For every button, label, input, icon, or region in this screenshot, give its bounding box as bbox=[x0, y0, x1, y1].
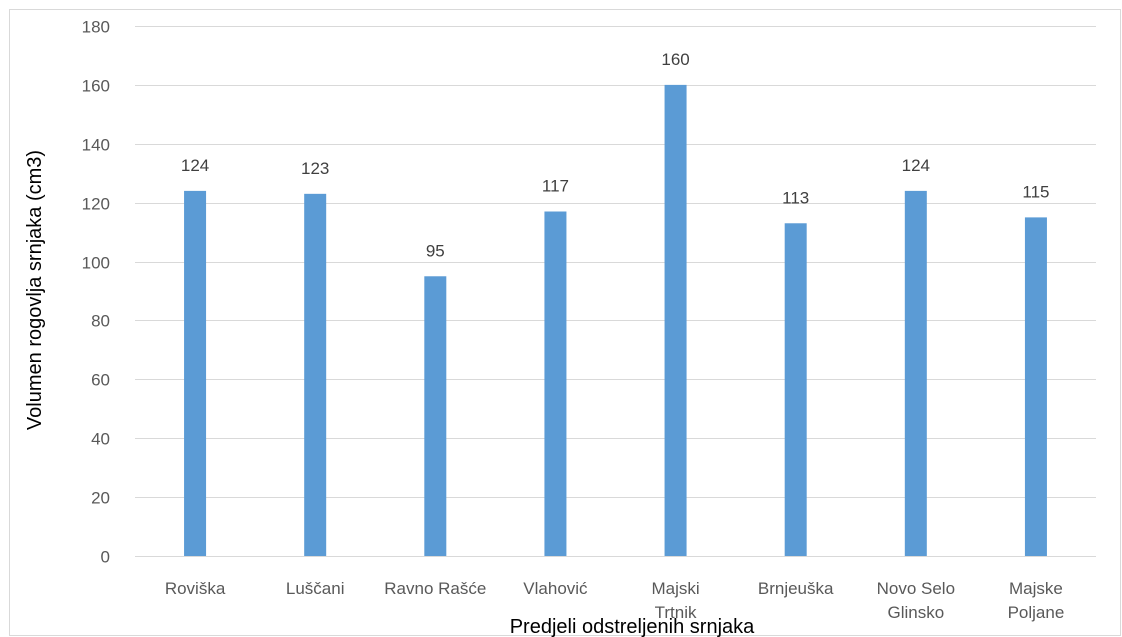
data-label: 124 bbox=[902, 156, 930, 175]
y-tick-label: 40 bbox=[91, 430, 110, 449]
data-label: 160 bbox=[661, 50, 689, 69]
y-axis-ticks: 0 20 40 60 80 100 120 140 160 180 bbox=[82, 18, 110, 567]
y-tick-label: 60 bbox=[91, 371, 110, 390]
x-tick-label: Brnjeuška bbox=[758, 579, 834, 598]
bars bbox=[184, 84, 1047, 557]
x-axis-title: Predjeli odstreljenih srnjaka bbox=[510, 616, 755, 637]
bar bbox=[304, 193, 327, 557]
y-tick-label: 20 bbox=[91, 489, 110, 508]
bar bbox=[664, 84, 687, 556]
data-label: 115 bbox=[1022, 182, 1049, 201]
y-tick-label: 80 bbox=[91, 312, 110, 331]
bar bbox=[784, 223, 807, 556]
x-tick-label: Majski Trtnik bbox=[651, 579, 699, 622]
y-tick-label: 180 bbox=[82, 18, 110, 37]
data-label: 117 bbox=[542, 177, 569, 196]
bar bbox=[544, 211, 567, 556]
x-axis-ticks: Roviška Luščani Ravno Rašće Vlahović Majski T… bbox=[165, 579, 1064, 622]
data-label: 124 bbox=[181, 156, 209, 175]
y-tick-label: 0 bbox=[101, 548, 110, 567]
x-tick-label: Ravno Rašće bbox=[384, 579, 486, 598]
x-tick-label: Novo Selo Glinsko bbox=[877, 579, 955, 622]
bar bbox=[184, 190, 207, 556]
bar bbox=[904, 190, 927, 556]
bar bbox=[424, 276, 447, 556]
data-label: 123 bbox=[301, 159, 329, 178]
y-axis-title: Volumen rogovlja srnjaka (cm3) bbox=[24, 150, 46, 430]
x-tick-label: Vlahović bbox=[523, 579, 588, 598]
data-label: 95 bbox=[426, 241, 445, 260]
bar bbox=[1024, 217, 1047, 556]
data-labels: 124 123 95 117 160 113 124 115 bbox=[181, 50, 1050, 260]
y-tick-label: 160 bbox=[82, 77, 110, 96]
y-tick-label: 120 bbox=[82, 195, 110, 214]
y-tick-label: 100 bbox=[82, 254, 110, 273]
x-tick-label: Roviška bbox=[165, 579, 226, 598]
x-tick-label: Luščani bbox=[286, 579, 345, 598]
gridlines bbox=[135, 26, 1096, 557]
x-tick-label: Majske Poljane bbox=[1008, 579, 1065, 622]
y-tick-label: 140 bbox=[82, 136, 110, 155]
data-label: 113 bbox=[782, 188, 809, 207]
